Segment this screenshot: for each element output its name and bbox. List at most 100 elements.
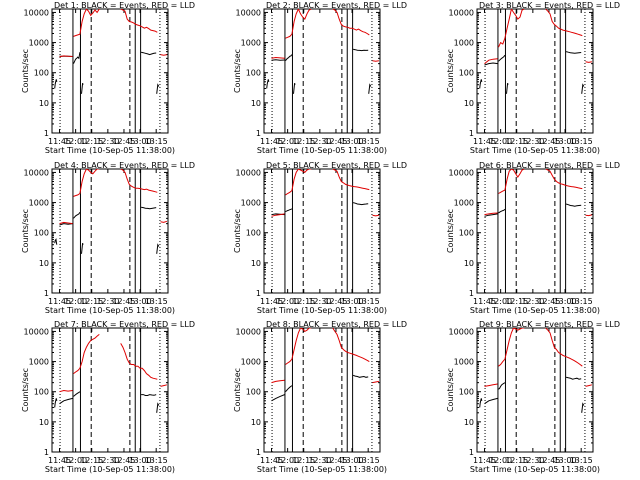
chart-title: Det 5: BLACK = Events, RED = LLD <box>266 161 407 170</box>
series-events-line <box>54 398 58 408</box>
x-axis-label: Start Time (10-Sep-05 11:38:00) <box>470 465 600 474</box>
y-axis-label: Counts/sec <box>21 49 30 93</box>
chart-title: Det 1: BLACK = Events, RED = LLD <box>54 1 195 10</box>
series-lld-line <box>285 169 312 196</box>
series-events-line <box>81 243 84 254</box>
series-lld-line <box>332 328 370 363</box>
y-axis-label: Counts/sec <box>446 49 455 93</box>
series-lld-line <box>73 334 100 374</box>
y-tick-label: 1 <box>44 289 49 298</box>
chart-title: Det 2: BLACK = Events, RED = LLD <box>266 1 407 10</box>
series-lld-line <box>484 58 498 64</box>
series-events-line <box>271 394 285 402</box>
y-tick-label: 1000 <box>29 358 49 367</box>
y-tick-label: 1000 <box>454 199 474 208</box>
series-lld-line <box>120 169 158 193</box>
x-tick-label: 13:00 <box>129 456 152 465</box>
series-events-line <box>484 397 498 405</box>
series-lld-line <box>372 60 379 62</box>
series-lld-line <box>73 9 100 37</box>
y-tick-label: 1000 <box>29 199 49 208</box>
x-tick-label: 12:30 <box>96 297 119 306</box>
plot-frame <box>263 8 381 134</box>
series-lld-line <box>585 214 593 217</box>
x-tick-label: 13:15 <box>570 456 593 465</box>
y-tick-label: 1 <box>469 289 474 298</box>
y-axis-label: Counts/sec <box>446 209 455 253</box>
series-events-line <box>479 79 483 89</box>
y-tick-label: 10 <box>251 418 261 427</box>
x-tick-label: 11:45 <box>48 456 71 465</box>
y-tick-label: 1000 <box>454 39 474 48</box>
y-tick-label: 1000 <box>454 358 474 367</box>
y-tick-label: 10000 <box>24 327 49 336</box>
x-tick-label: 13:15 <box>570 137 593 146</box>
y-tick-label: 10 <box>251 259 261 268</box>
chart-title: Det 8: BLACK = Events, RED = LLD <box>266 320 407 329</box>
series-events-line <box>352 202 369 206</box>
x-tick-label: 12:45 <box>112 297 135 306</box>
x-tick-label: 13:15 <box>145 137 168 146</box>
y-axis-label: Counts/sec <box>21 209 30 253</box>
x-tick-label: 11:45 <box>473 456 496 465</box>
x-tick-label: 11:45 <box>473 297 496 306</box>
x-tick-label: 11:45 <box>260 456 283 465</box>
series-events-line <box>368 83 372 94</box>
y-tick-label: 10000 <box>236 168 261 177</box>
x-tick-label: 12:15 <box>80 137 103 146</box>
y-tick-label: 10000 <box>449 8 474 17</box>
y-tick-label: 1 <box>469 448 474 457</box>
y-tick-label: 1000 <box>29 39 49 48</box>
x-tick-label: 12:45 <box>112 137 135 146</box>
series-lld-line <box>332 9 370 36</box>
series-lld-line <box>120 9 158 33</box>
series-events-line <box>352 374 369 378</box>
series-events-line <box>506 83 509 94</box>
series-events-line <box>266 79 270 89</box>
x-tick-label: 12:00 <box>276 297 299 306</box>
y-tick-label: 10000 <box>236 8 261 17</box>
x-tick-label: 13:00 <box>554 297 577 306</box>
y-tick-label: 10 <box>39 418 49 427</box>
x-tick-label: 13:00 <box>341 456 364 465</box>
series-lld-line <box>160 220 168 223</box>
series-events-line <box>293 83 296 94</box>
series-lld-line <box>59 389 73 393</box>
y-tick-label: 100 <box>34 388 49 397</box>
series-events-line <box>498 54 506 62</box>
chart-title: Det 3: BLACK = Events, RED = LLD <box>479 1 620 10</box>
series-events-line <box>81 83 84 94</box>
y-tick-label: 10 <box>464 99 474 108</box>
series-events-line <box>156 243 160 254</box>
series-events-line <box>73 52 81 64</box>
y-tick-label: 1 <box>256 289 261 298</box>
x-tick-label: 12:15 <box>505 456 528 465</box>
x-tick-label: 12:00 <box>276 456 299 465</box>
x-tick-label: 12:00 <box>276 137 299 146</box>
plot-frame <box>476 168 594 294</box>
x-tick-label: 12:45 <box>112 456 135 465</box>
x-tick-label: 13:00 <box>341 137 364 146</box>
series-events-line <box>156 402 160 413</box>
y-tick-label: 1 <box>44 129 49 138</box>
y-tick-label: 10000 <box>236 327 261 336</box>
series-events-line <box>498 208 506 214</box>
x-axis-label: Start Time (10-Sep-05 11:38:00) <box>45 306 175 315</box>
x-tick-label: 12:15 <box>292 297 315 306</box>
series-events-line <box>141 206 157 210</box>
series-events-line <box>140 51 157 56</box>
x-tick-label: 12:45 <box>537 297 560 306</box>
series-lld-line <box>120 343 158 380</box>
series-lld-line <box>545 328 583 367</box>
x-tick-label: 12:00 <box>489 456 512 465</box>
chart-title: Det 4: BLACK = Events, RED = LLD <box>54 161 195 170</box>
series-events-line <box>285 54 293 61</box>
y-tick-label: 1000 <box>241 358 261 367</box>
x-tick-label: 12:00 <box>64 297 87 306</box>
y-tick-label: 1000 <box>241 39 261 48</box>
series-events-line <box>581 83 585 94</box>
series-lld-line <box>372 214 380 217</box>
series-events-line <box>484 62 498 66</box>
